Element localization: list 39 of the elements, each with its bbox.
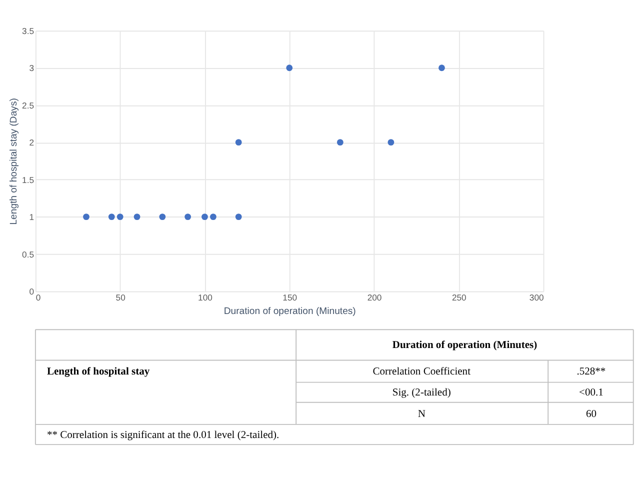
x-tick-label: 0 bbox=[36, 292, 41, 302]
point bbox=[116, 214, 124, 220]
y-tick-label: 1 bbox=[29, 212, 34, 222]
x-tick-label: 200 bbox=[367, 292, 382, 302]
point bbox=[134, 214, 140, 220]
x-tick-label: 150 bbox=[282, 292, 298, 302]
point bbox=[235, 139, 242, 146]
text: .528** bbox=[576, 366, 606, 378]
point bbox=[388, 139, 394, 146]
text: ** Correlation is significant at the 0.01 level (2-tailed). bbox=[46, 430, 280, 441]
point bbox=[184, 214, 192, 220]
text: Duration of operation (Minutes) bbox=[392, 340, 538, 351]
y-axis-title: Length of hospital stay (Days) bbox=[8, 98, 20, 225]
y-tick-label: 0.5 bbox=[22, 249, 34, 260]
text: N bbox=[418, 408, 426, 420]
text: <00.1 bbox=[579, 388, 604, 399]
point bbox=[159, 214, 166, 220]
y-tick-label: 1.5 bbox=[22, 174, 34, 185]
text: Length of hospital stay bbox=[46, 366, 150, 378]
x-axis-title: Duration of operation (Minutes) bbox=[224, 306, 356, 317]
point bbox=[286, 64, 293, 72]
y-tick-label: 3 bbox=[29, 63, 34, 74]
text: 60 bbox=[586, 408, 596, 420]
point bbox=[108, 214, 115, 220]
point bbox=[336, 139, 344, 146]
y-tick-label: 2.5 bbox=[22, 100, 34, 110]
point bbox=[202, 214, 208, 220]
point bbox=[210, 214, 216, 220]
y-tick-label: 2 bbox=[29, 138, 34, 148]
x-tick-label: 100 bbox=[198, 292, 213, 302]
y-tick-label: 3.5 bbox=[22, 26, 34, 36]
point bbox=[438, 64, 445, 72]
point bbox=[83, 214, 90, 220]
x-tick-label: 50 bbox=[116, 292, 126, 302]
x-tick-label: 250 bbox=[452, 292, 467, 302]
point bbox=[235, 214, 242, 220]
text: Sig. (2-tailed) bbox=[392, 388, 452, 399]
x-tick-label: 300 bbox=[529, 292, 544, 302]
text: Correlation Coefficient bbox=[372, 366, 471, 378]
